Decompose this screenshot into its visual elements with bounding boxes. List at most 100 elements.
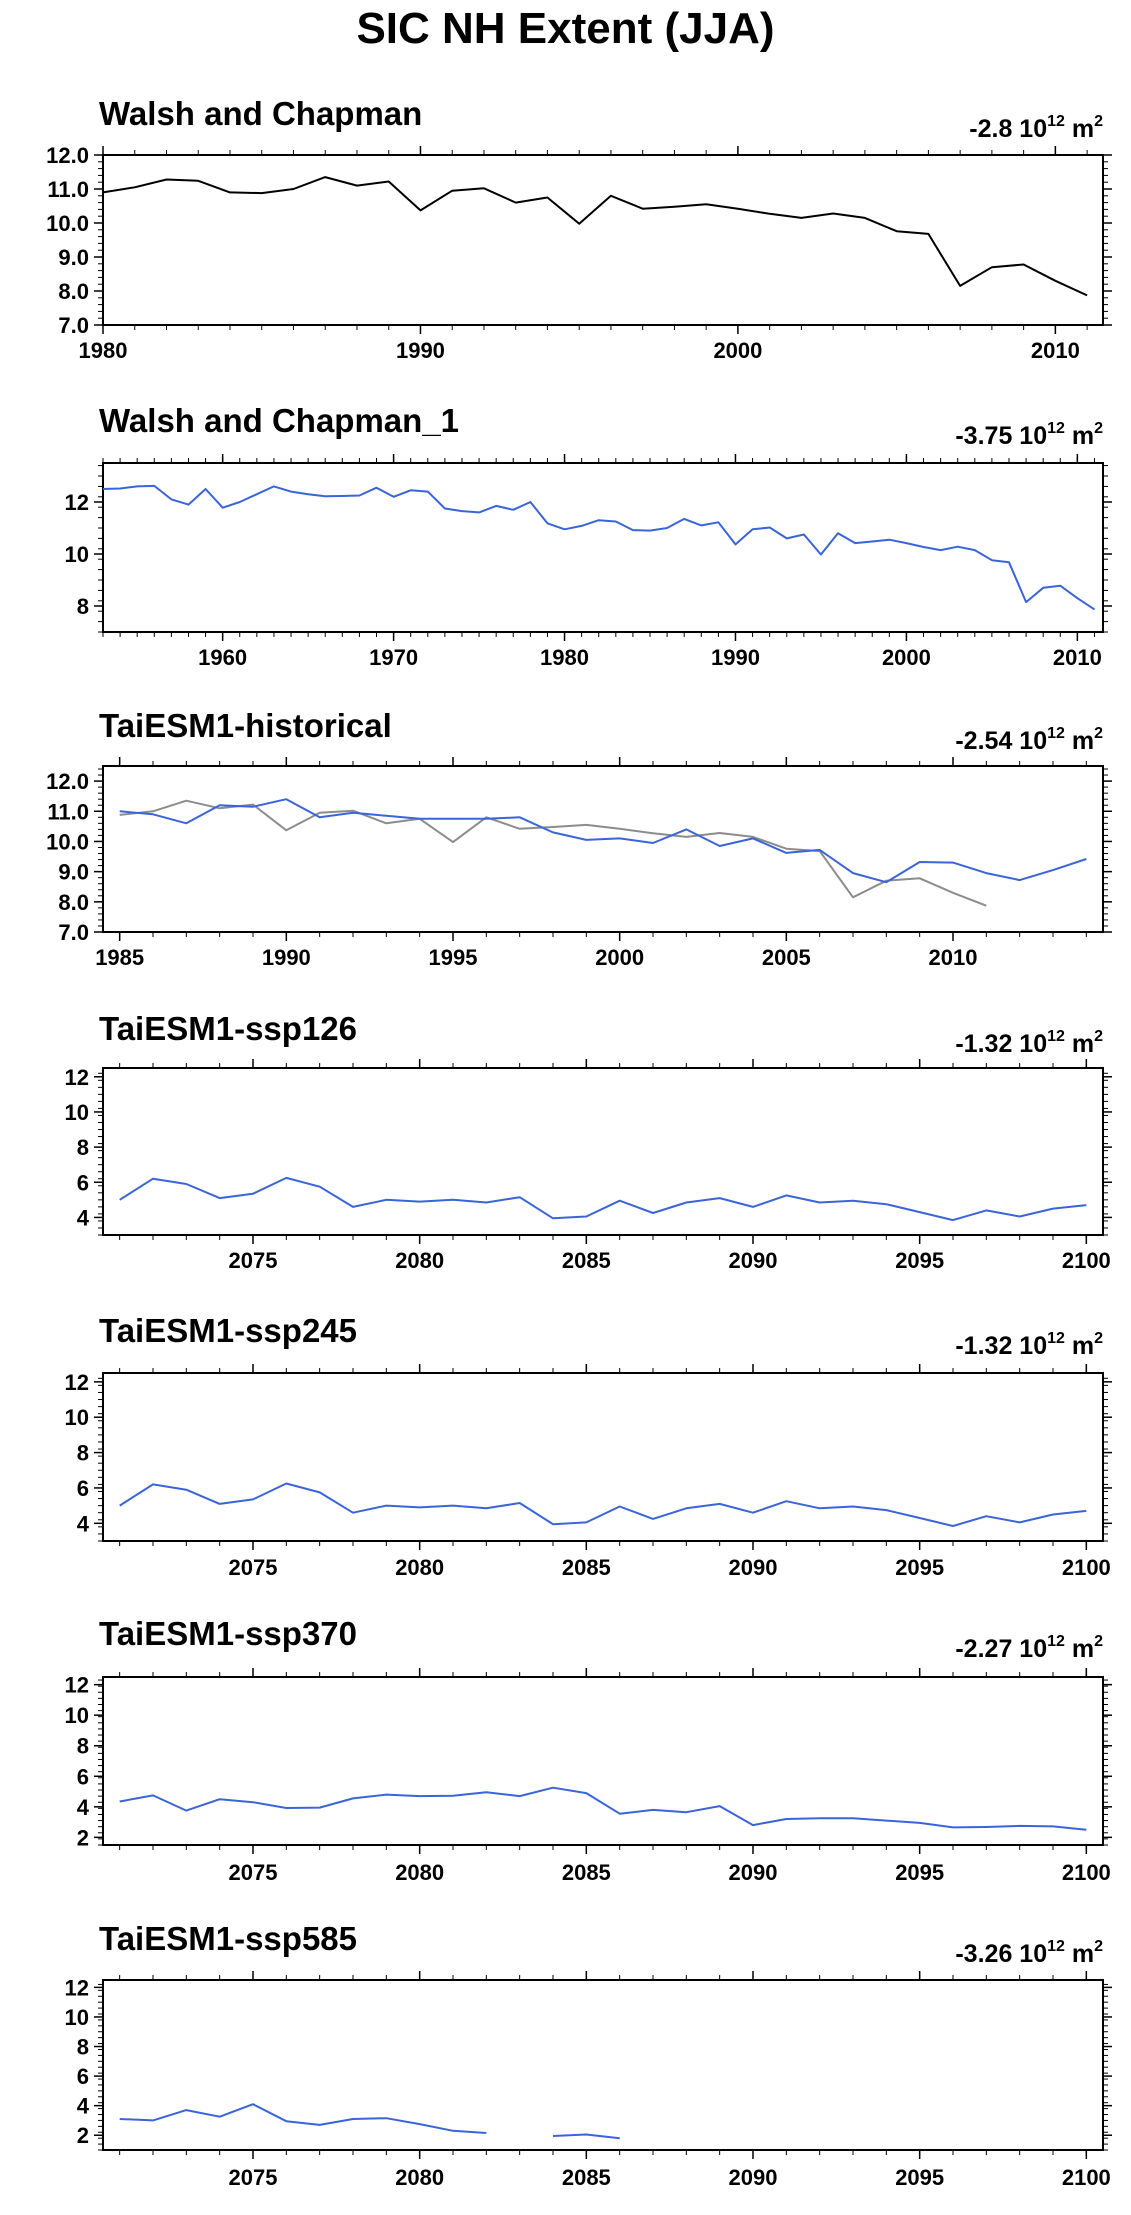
series-line: [102, 176, 1088, 297]
y-tick-label: 4: [77, 2094, 90, 2119]
y-tick-label: 4: [77, 1511, 90, 1536]
x-tick-label: 2010: [1031, 338, 1080, 363]
panel: Walsh and Chapman_1 -3.75 1012 m2 1960 1970…: [65, 402, 1112, 670]
y-tick-label: 10: [65, 1100, 89, 1125]
panel-title: TaiESM1-ssp370: [99, 1615, 357, 1652]
panel: TaiESM1-ssp585 -3.26 1012 m2 2075 2080 2085 2…: [65, 1920, 1112, 2190]
trend-label: -3.26 1012 m2: [955, 1938, 1103, 1968]
y-tick-label: 12: [65, 490, 89, 515]
x-tick-label: 2100: [1062, 1860, 1111, 1885]
x-tick-label: 2080: [395, 1555, 444, 1580]
x-tick-label: 2010: [929, 945, 978, 970]
x-tick-label: 2090: [729, 1248, 778, 1273]
series-line: [119, 1786, 1087, 1831]
y-tick-label: 8: [77, 2035, 89, 2060]
x-tick-label: 1990: [262, 945, 311, 970]
y-tick-label: 8: [77, 1734, 89, 1759]
y-tick-label: 6: [77, 1476, 89, 1501]
y-tick-label: 11.0: [47, 799, 89, 824]
series-line: [119, 798, 1087, 884]
x-tick-label: 1960: [198, 645, 247, 670]
y-tick-label: 2: [77, 1825, 89, 1850]
y-tick-label: 12: [65, 1673, 89, 1698]
x-tick-label: 2010: [1053, 645, 1102, 670]
y-tick-label: 8: [77, 1135, 89, 1160]
y-tick-label: 7.0: [58, 920, 89, 945]
trend-label: -2.27 1012 m2: [955, 1633, 1103, 1663]
x-tick-label: 2095: [895, 1555, 944, 1580]
x-tick-label: 2095: [895, 2165, 944, 2190]
series-line: [119, 1482, 1087, 1527]
y-tick-label: 10.0: [46, 829, 89, 854]
x-tick-label: 2075: [229, 1248, 278, 1273]
y-tick-label: 12.0: [46, 769, 89, 794]
trend-label: -1.32 1012 m2: [955, 1330, 1103, 1360]
x-tick-label: 1980: [79, 338, 128, 363]
panel: TaiESM1-historical -2.54 1012 m2 1985 1990 1…: [46, 707, 1112, 970]
x-tick-label: 1985: [95, 945, 144, 970]
panel-title: TaiESM1-ssp245: [99, 1312, 357, 1349]
y-tick-label: 9.0: [58, 245, 89, 270]
series-line: [102, 484, 1096, 611]
y-tick-label: 8.0: [58, 279, 89, 304]
series-line: [119, 1176, 1087, 1222]
chart-title: SIC NH Extent (JJA): [356, 4, 775, 53]
panel-title: Walsh and Chapman: [99, 95, 422, 132]
plot-frame: [102, 154, 1104, 326]
y-tick-label: 10: [65, 1703, 89, 1728]
x-tick-label: 2085: [562, 1555, 611, 1580]
x-tick-label: 2085: [562, 1248, 611, 1273]
y-tick-label: 7.0: [58, 313, 89, 338]
y-tick-label: 10: [65, 2005, 89, 2030]
x-tick-label: 2095: [895, 1860, 944, 1885]
y-tick-label: 10.0: [46, 211, 89, 236]
panel-title: TaiESM1-ssp585: [99, 1920, 357, 1957]
y-tick-label: 6: [77, 1764, 89, 1789]
y-tick-label: 8: [77, 594, 89, 619]
panel: TaiESM1-ssp245 -1.32 1012 m2 2075 2080 2085 2…: [65, 1312, 1112, 1580]
x-tick-label: 2100: [1062, 2165, 1111, 2190]
x-tick-label: 1990: [711, 645, 760, 670]
x-tick-label: 2080: [395, 2165, 444, 2190]
y-tick-label: 12.0: [46, 143, 89, 168]
y-tick-label: 6: [77, 1170, 89, 1195]
x-tick-label: 2080: [395, 1248, 444, 1273]
panel: TaiESM1-ssp126 -1.32 1012 m2 2075 2080 2085 2…: [65, 1010, 1112, 1273]
x-tick-label: 1995: [429, 945, 478, 970]
y-tick-label: 10: [65, 1405, 89, 1430]
panel-title: TaiESM1-historical: [99, 707, 392, 744]
trend-label: -2.54 1012 m2: [955, 725, 1103, 755]
x-tick-label: 2090: [729, 1555, 778, 1580]
x-tick-label: 2095: [895, 1248, 944, 1273]
panel: TaiESM1-ssp370 -2.27 1012 m2 2075 2080 2085 2…: [65, 1615, 1112, 1885]
trend-label: -2.8 1012 m2: [969, 113, 1103, 143]
y-tick-label: 12: [65, 1065, 89, 1090]
y-tick-label: 10: [65, 542, 89, 567]
y-tick-label: 2: [77, 2123, 89, 2148]
panel-title: Walsh and Chapman_1: [99, 402, 459, 439]
x-tick-label: 2085: [562, 2165, 611, 2190]
plot-frame: [102, 1067, 1104, 1236]
x-tick-label: 2100: [1062, 1248, 1111, 1273]
x-tick-label: 2005: [762, 945, 811, 970]
x-tick-label: 2100: [1062, 1555, 1111, 1580]
x-tick-label: 2000: [713, 338, 762, 363]
series-line: [119, 799, 987, 907]
x-tick-label: 2090: [729, 2165, 778, 2190]
x-tick-label: 1970: [369, 645, 418, 670]
trend-label: -1.32 1012 m2: [955, 1028, 1103, 1058]
plot-frame: [102, 1676, 1104, 1846]
x-tick-label: 2000: [882, 645, 931, 670]
y-tick-label: 11.0: [47, 177, 89, 202]
y-tick-label: 4: [77, 1795, 90, 1820]
x-tick-label: 2000: [595, 945, 644, 970]
x-tick-label: 1980: [540, 645, 589, 670]
panel-title: TaiESM1-ssp126: [99, 1010, 357, 1047]
plot-frame: [102, 765, 1104, 933]
y-tick-label: 12: [65, 1370, 89, 1395]
x-tick-label: 1990: [396, 338, 445, 363]
plot-frame: [102, 1372, 1104, 1542]
y-tick-label: 9.0: [58, 860, 89, 885]
y-tick-label: 4: [77, 1205, 90, 1230]
series-line: [552, 2133, 620, 2140]
